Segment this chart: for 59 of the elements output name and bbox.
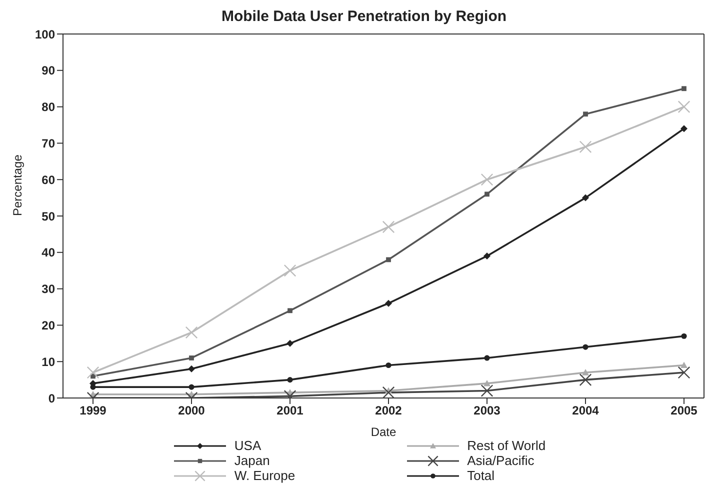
x-tick-label: 2000 [178,404,206,418]
point [579,374,592,386]
point [286,340,294,347]
point [678,100,690,113]
y-tick-label: 100 [34,27,56,42]
point [385,300,392,307]
point [86,366,100,379]
legend-label: USA [234,438,262,453]
y-tick-label: 30 [42,282,56,296]
point [188,365,195,372]
point [484,252,490,260]
point [189,356,194,360]
legend-label: W. Europe [234,468,296,483]
point [484,380,490,386]
point [678,366,690,379]
point [484,355,490,361]
point [386,362,392,368]
y-axis-title: Percentage [10,154,24,216]
x-tick-label: 2003 [474,404,501,418]
y-tick-label: 0 [48,391,56,406]
legend-label: Asia/Pacific [467,453,534,468]
y-tick-label: 80 [42,100,56,114]
point [583,112,588,117]
point [582,369,589,376]
point [680,362,688,368]
point [484,192,490,197]
y-tick-label: 40 [42,246,56,260]
legend-label: Total [467,468,495,483]
x-tick-label: 2002 [375,404,402,418]
x-tick-label: 2005 [670,404,698,418]
point [680,125,688,132]
y-tick-label: 70 [42,136,56,150]
point [284,264,296,277]
y-tick-label: 90 [42,64,56,78]
point [582,344,588,350]
x-tick-label: 2004 [572,404,600,418]
y-tick-label: 10 [42,354,56,369]
x-tick-label: 1999 [80,404,107,418]
x-tick-label: 2001 [276,404,304,418]
point [480,384,494,397]
point [682,86,686,92]
point [188,384,194,390]
x-axis-title: Date [370,425,396,439]
point [382,220,395,234]
point [582,194,589,202]
point [579,140,592,154]
chart-title: Mobile Data User Penetration by Region [220,8,508,27]
point [287,377,293,383]
y-tick-label: 20 [42,318,56,332]
y-tick-label: 60 [42,172,56,187]
legend-label: Rest of World [467,438,546,453]
point [681,333,687,339]
point [288,308,292,314]
point [386,257,391,262]
point [382,386,395,398]
point [480,173,494,186]
legend-label: Japan [234,453,270,468]
y-tick-label: 50 [42,209,56,224]
point [185,326,198,339]
